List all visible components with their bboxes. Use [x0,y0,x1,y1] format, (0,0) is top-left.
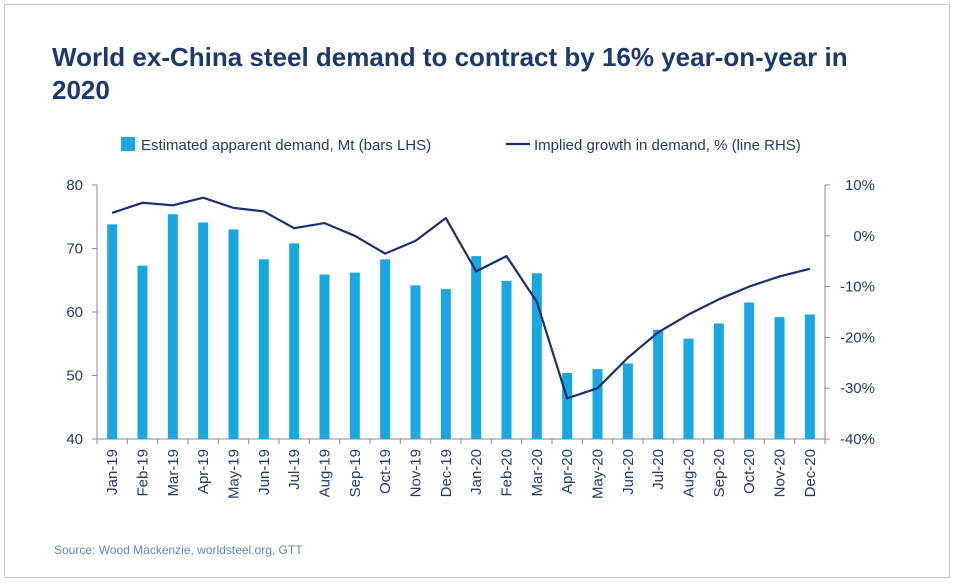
right-tick-label: -30% [840,380,875,397]
demand-bar [440,289,451,439]
x-tick-label: Jul-20 [650,449,667,490]
x-tick-label: Apr-20 [559,449,576,494]
demand-bar [804,314,815,439]
demand-bar [592,369,603,439]
demand-bar [410,285,421,439]
x-tick-label: Feb-20 [499,449,516,497]
demand-bar [258,259,269,439]
x-tick-label: Oct-19 [377,449,394,494]
x-tick-label: Aug-19 [317,449,334,497]
demand-bar [349,272,360,439]
demand-bar [774,317,785,439]
x-tick-label: Aug-20 [681,449,698,497]
right-tick-label: 0% [853,228,875,245]
right-tick-label: -40% [840,431,875,448]
demand-bar [744,302,755,439]
demand-bar [319,274,330,439]
x-tick-label: Sep-19 [347,449,364,497]
x-tick-label: May-20 [590,449,607,499]
left-tick-label: 80 [66,177,83,194]
left-tick-label: 50 [66,368,83,385]
demand-bar [167,214,178,439]
x-tick-label: Nov-19 [408,449,425,497]
x-tick-label: Jan-19 [104,449,121,495]
demand-bar [653,329,664,439]
legend: Estimated apparent demand, Mt (bars LHS)… [121,137,801,154]
demand-bar [622,363,633,439]
legend-line-label: Implied growth in demand, % (line RHS) [534,137,801,154]
demand-bar [531,273,542,439]
legend-bar-swatch [121,137,135,151]
legend-bar-label: Estimated apparent demand, Mt (bars LHS) [141,137,431,154]
x-tick-label: May-19 [226,449,243,499]
demand-bar [471,256,482,439]
demand-bar [289,243,300,439]
x-tick-label: Mar-19 [165,449,182,497]
demand-bar [501,280,512,439]
demand-bar [107,224,118,439]
right-tick-label: -20% [840,329,875,346]
demand-bar [228,229,239,439]
x-tick-label: Feb-19 [135,449,152,497]
x-tick-label: Jun-20 [620,449,637,495]
line-series [111,196,811,400]
x-tick-label: Mar-20 [529,449,546,497]
left-tick-label: 70 [66,241,83,258]
x-tick-label: Jul-19 [286,449,303,490]
x-tick-label: Apr-19 [195,449,212,494]
demand-bar [562,372,573,439]
growth-line [111,196,811,400]
x-tick-label: Oct-20 [741,449,758,494]
x-tick-label: Nov-20 [772,449,789,497]
right-tick-label: 10% [845,177,875,194]
source-note: Source: Wood Mackenzie, worldsteel.org, … [54,543,303,557]
x-tick-label: Dec-20 [802,449,819,497]
demand-bar [713,323,724,439]
left-tick-label: 60 [66,304,83,321]
right-tick-label: -10% [840,279,875,296]
left-tick-label: 40 [66,431,83,448]
demand-bar [198,222,209,439]
demand-bar [380,259,391,439]
demand-bar [137,265,148,439]
demand-bar [683,338,694,439]
bar-series [107,214,815,439]
x-tick-label: Jan-20 [468,449,485,495]
axes: 40 50 60 70 80 -40% -30% -20% -10% 0% 10% Jan-19 Feb… [66,177,875,499]
chart-title: World ex-China steel demand to contract … [52,42,848,105]
x-tick-label: Dec-19 [438,449,455,497]
x-tick-label: Jun-19 [256,449,273,495]
x-tick-label: Sep-20 [711,449,728,497]
